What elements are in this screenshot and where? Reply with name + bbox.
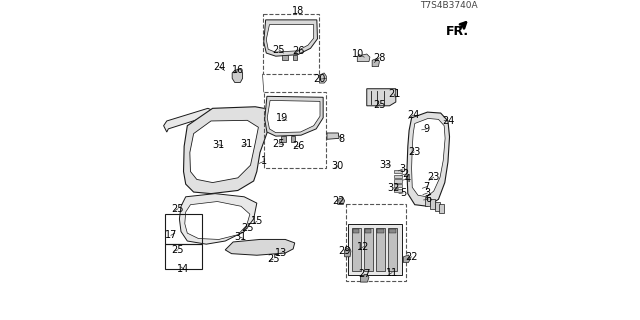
- Polygon shape: [365, 229, 371, 233]
- Polygon shape: [425, 197, 429, 206]
- Polygon shape: [293, 55, 297, 60]
- Text: 31: 31: [212, 140, 225, 150]
- Polygon shape: [232, 69, 243, 83]
- Text: 1: 1: [260, 156, 267, 166]
- Text: 16: 16: [232, 65, 244, 76]
- Text: T7S4B3740A: T7S4B3740A: [420, 1, 477, 10]
- Text: 9: 9: [424, 124, 430, 134]
- Text: 32: 32: [387, 183, 399, 193]
- Text: 3: 3: [424, 188, 431, 198]
- Text: 8: 8: [339, 134, 344, 144]
- Polygon shape: [338, 197, 345, 204]
- Polygon shape: [348, 224, 401, 275]
- Text: 25: 25: [241, 223, 253, 233]
- Text: 12: 12: [357, 242, 370, 252]
- Text: 26: 26: [292, 46, 305, 56]
- Polygon shape: [430, 199, 435, 209]
- Text: 15: 15: [251, 216, 263, 227]
- Polygon shape: [394, 180, 402, 183]
- Text: 22: 22: [405, 252, 418, 262]
- Text: 2: 2: [402, 169, 408, 179]
- Text: 20: 20: [313, 74, 326, 84]
- Polygon shape: [327, 133, 339, 139]
- Polygon shape: [394, 184, 402, 187]
- Polygon shape: [282, 55, 288, 60]
- Polygon shape: [345, 247, 351, 257]
- Text: 11: 11: [386, 268, 398, 278]
- Text: 24: 24: [442, 116, 454, 126]
- Text: 25: 25: [273, 45, 285, 55]
- Polygon shape: [357, 54, 370, 61]
- Text: FR.: FR.: [446, 25, 470, 38]
- Text: 13: 13: [275, 248, 287, 258]
- Text: 25: 25: [172, 245, 184, 255]
- Text: 31: 31: [241, 139, 253, 149]
- Polygon shape: [266, 25, 314, 52]
- Polygon shape: [389, 229, 396, 233]
- Polygon shape: [403, 255, 410, 262]
- Polygon shape: [364, 228, 373, 271]
- Text: 25: 25: [373, 100, 386, 109]
- Polygon shape: [225, 239, 295, 255]
- Text: 6: 6: [425, 194, 431, 204]
- Text: 24: 24: [213, 62, 226, 72]
- Polygon shape: [190, 120, 259, 183]
- Text: 29: 29: [339, 246, 351, 256]
- Text: 31: 31: [234, 232, 246, 242]
- Text: 3: 3: [400, 164, 406, 174]
- Polygon shape: [360, 274, 369, 282]
- Text: 18: 18: [292, 6, 305, 16]
- Text: 14: 14: [177, 264, 189, 274]
- Text: 23: 23: [428, 172, 440, 182]
- Text: 22: 22: [333, 196, 345, 205]
- Text: 30: 30: [332, 161, 344, 171]
- Polygon shape: [351, 228, 361, 271]
- Polygon shape: [265, 96, 323, 136]
- Text: 24: 24: [407, 110, 419, 120]
- Polygon shape: [319, 73, 326, 83]
- Polygon shape: [394, 170, 402, 173]
- Polygon shape: [353, 229, 360, 233]
- Polygon shape: [185, 202, 250, 239]
- Text: 10: 10: [353, 49, 365, 59]
- Polygon shape: [280, 136, 286, 141]
- Text: 25: 25: [273, 139, 285, 149]
- Text: 23: 23: [408, 147, 420, 157]
- Polygon shape: [184, 107, 276, 194]
- Polygon shape: [440, 204, 444, 213]
- Polygon shape: [268, 100, 320, 133]
- Polygon shape: [388, 228, 397, 271]
- Polygon shape: [264, 20, 317, 56]
- Polygon shape: [372, 59, 380, 67]
- Text: 26: 26: [292, 141, 305, 151]
- Text: 17: 17: [164, 230, 177, 240]
- Polygon shape: [377, 229, 383, 233]
- Polygon shape: [367, 89, 396, 106]
- Text: 5: 5: [400, 188, 406, 198]
- Polygon shape: [394, 175, 402, 178]
- Polygon shape: [376, 228, 385, 271]
- Text: 27: 27: [358, 269, 371, 279]
- Text: 7: 7: [424, 182, 430, 192]
- Text: 4: 4: [404, 174, 411, 184]
- Text: 25: 25: [172, 204, 184, 214]
- Polygon shape: [179, 194, 257, 244]
- Text: 21: 21: [388, 89, 401, 99]
- Polygon shape: [407, 112, 449, 206]
- Polygon shape: [394, 189, 402, 192]
- Text: 19: 19: [276, 113, 288, 124]
- Text: 28: 28: [373, 53, 385, 63]
- Text: 33: 33: [380, 160, 392, 170]
- Polygon shape: [291, 136, 295, 141]
- Polygon shape: [435, 202, 440, 211]
- Polygon shape: [412, 118, 445, 197]
- Polygon shape: [164, 108, 214, 132]
- Text: 25: 25: [267, 254, 280, 264]
